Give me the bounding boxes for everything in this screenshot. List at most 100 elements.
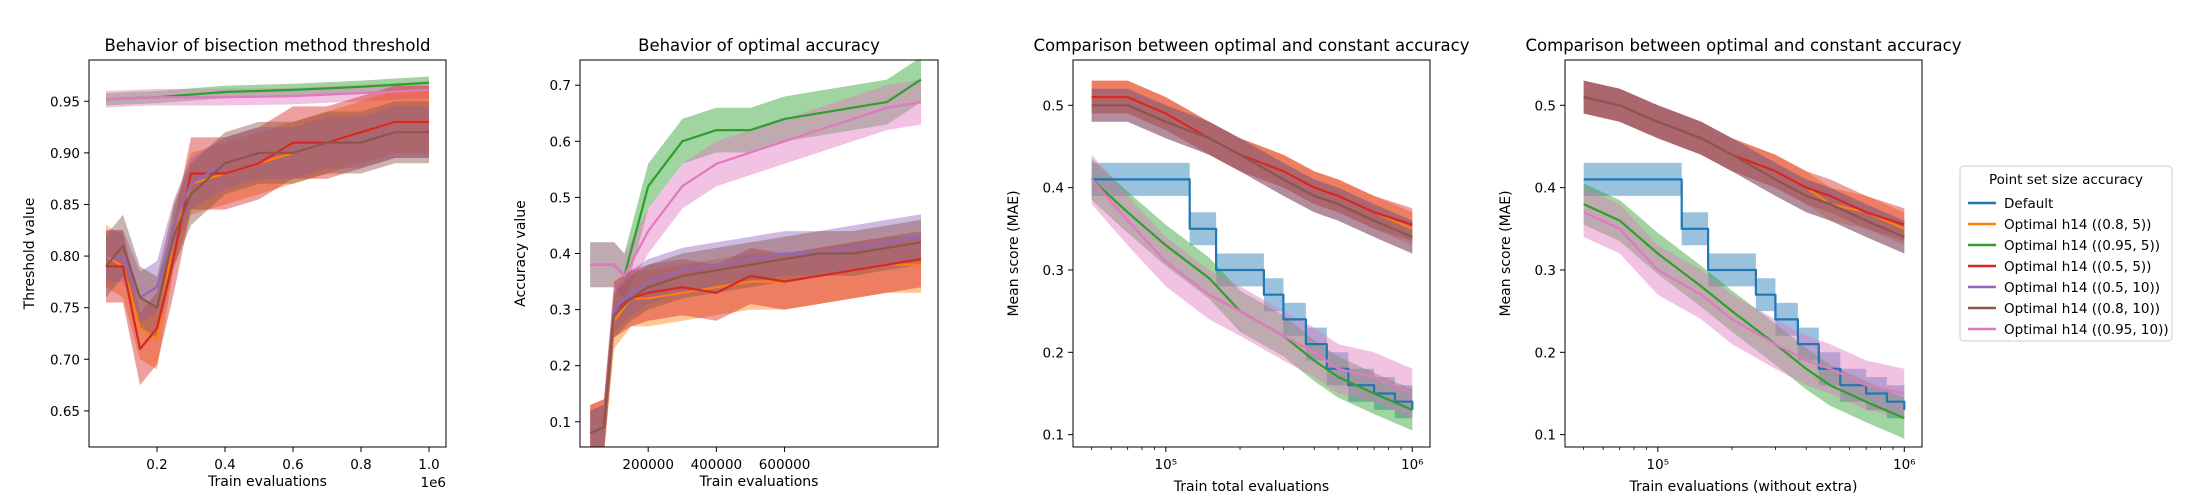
x-axis-label: Train evaluations (without extra) (1629, 479, 1858, 495)
chart-panel-2: 200000 400000 600000 0.1 0.2 0.3 0.4 0.5 0.6 0.7 B… (513, 36, 939, 490)
series-line (1583, 211, 1905, 395)
confidence-band (1091, 154, 1413, 419)
y-tick-label: 0.75 (50, 301, 80, 317)
series-group (105, 76, 430, 386)
x-tick-label: 400000 (691, 457, 743, 473)
confidence-band (1583, 187, 1905, 419)
series-line (1583, 178, 1906, 410)
series-group (1090, 80, 1414, 431)
legend-title: Point set size accuracy (1989, 172, 2143, 188)
legend-entry: Optimal h14 ((0.8, 5)) (2004, 217, 2151, 233)
x-tick-label: 600000 (759, 457, 811, 473)
y-tick-label: 0.4 (1535, 181, 1556, 197)
chart-title: Comparison between optimal and constant … (1526, 36, 1962, 55)
confidence-band (1091, 80, 1413, 246)
y-tick-label: 0.1 (1535, 428, 1556, 444)
legend-entry: Optimal h14 ((0.95, 10)) (2004, 322, 2169, 338)
y-tick-label: 0.7 (550, 78, 571, 94)
x-tick-label: 10⁶ (1893, 457, 1916, 473)
series-line (106, 120, 429, 351)
chart-title: Comparison between optimal and constant … (1034, 36, 1470, 55)
y-axis-label: Mean score (MAE) (1006, 190, 1022, 316)
series-line (1583, 96, 1905, 239)
chart-panel-3: 10⁵ 10⁶ 0.1 0.2 0.3 0.4 0.5 Comparison between … (1006, 36, 1470, 495)
series-line (590, 101, 922, 277)
legend-entry: Optimal h14 ((0.5, 5)) (2004, 259, 2151, 275)
y-tick-label: 0.90 (50, 146, 80, 162)
x-tick-label: 0.2 (146, 457, 167, 473)
y-tick-label: 0.2 (550, 359, 571, 375)
series-line (1091, 104, 1413, 239)
axes-frame (88, 59, 447, 448)
x-tick-label: 10⁵ (1647, 457, 1670, 473)
confidence-band (106, 85, 429, 386)
legend-entry: Default (2004, 196, 2053, 212)
confidence-band (1091, 88, 1413, 254)
legend-entry: Optimal h14 ((0.5, 10)) (2004, 280, 2160, 296)
confidence-band (1091, 158, 1413, 431)
x-axis-label: Train total evaluations (1173, 479, 1329, 495)
y-axis-label: Mean score (MAE) (1498, 190, 1514, 316)
x-axis-label: Train evaluations (699, 474, 819, 490)
x-tick-label: 1.0 (418, 457, 439, 473)
chart-title: Behavior of optimal accuracy (638, 36, 880, 55)
axes-frame (1072, 59, 1431, 448)
chart-panel-4: 10⁵ 10⁶ 0.1 0.2 0.3 0.4 0.5 Comparison between … (1498, 36, 1962, 495)
y-tick-label: 0.5 (1535, 98, 1556, 114)
x-tick-label: 0.8 (350, 457, 371, 473)
legend-entry: Optimal h14 ((0.8, 10)) (2004, 301, 2160, 317)
axes-frame (1564, 59, 1923, 448)
confidence-band (1091, 162, 1413, 427)
y-tick-label: 0.70 (50, 352, 80, 368)
y-tick-label: 0.80 (50, 249, 80, 265)
confidence-band (1583, 80, 1905, 246)
confidence-band (590, 231, 921, 447)
series-line (1090, 178, 1413, 395)
y-tick-label: 0.2 (1535, 345, 1556, 361)
confidence-band (590, 79, 921, 299)
x-tick-label: 200000 (622, 457, 674, 473)
legend-entry: Optimal h14 ((0.95, 5)) (2004, 238, 2160, 254)
y-tick-label: 0.3 (550, 303, 571, 319)
legend-frame (1959, 165, 2173, 342)
y-tick-label: 0.5 (1043, 98, 1064, 114)
y-axis-label: Threshold value (22, 198, 38, 311)
y-tick-label: 0.4 (550, 247, 571, 263)
confidence-band (1583, 183, 1905, 439)
series-line (589, 235, 922, 435)
confidence-band (590, 219, 921, 447)
series-line (105, 88, 430, 101)
confidence-band (1583, 162, 1905, 427)
y-tick-label: 0.6 (550, 134, 571, 150)
chart-panel-1: 0.2 0.4 0.6 0.8 1.0 0.65 0.70 0.75 0.80 0.85 0.90 0… (22, 36, 447, 491)
y-tick-label: 0.4 (1043, 181, 1064, 197)
y-tick-label: 0.1 (1043, 428, 1064, 444)
confidence-band (106, 101, 429, 339)
confidence-band (106, 106, 429, 324)
y-tick-label: 0.2 (1043, 345, 1064, 361)
y-tick-label: 0.95 (50, 94, 80, 110)
x-tick-label: 10⁵ (1155, 457, 1178, 473)
y-tick-label: 0.5 (550, 190, 571, 206)
series-group (589, 60, 922, 447)
y-tick-label: 0.3 (1535, 263, 1556, 279)
x-axis-label: Train evaluations (207, 474, 327, 490)
y-tick-label: 0.85 (50, 197, 80, 213)
confidence-band (106, 91, 429, 370)
y-tick-label: 0.1 (550, 415, 571, 431)
series-line (1091, 95, 1413, 226)
series-line (105, 131, 429, 309)
confidence-band (590, 60, 921, 299)
x-tick-label: 10⁶ (1401, 457, 1424, 473)
y-tick-label: 0.3 (1043, 263, 1064, 279)
series-line (1583, 203, 1905, 420)
series-group (1583, 80, 1906, 439)
y-tick-label: 0.65 (50, 404, 80, 420)
chart-title: Behavior of bisection method threshold (104, 36, 430, 55)
series-line (589, 241, 922, 435)
legend: Point set size accuracy Default Optimal h1… (1959, 165, 2173, 342)
x-tick-label: 0.4 (214, 457, 235, 473)
x-offset-label: 1e6 (421, 475, 446, 491)
y-axis-label: Accuracy value (513, 200, 529, 307)
